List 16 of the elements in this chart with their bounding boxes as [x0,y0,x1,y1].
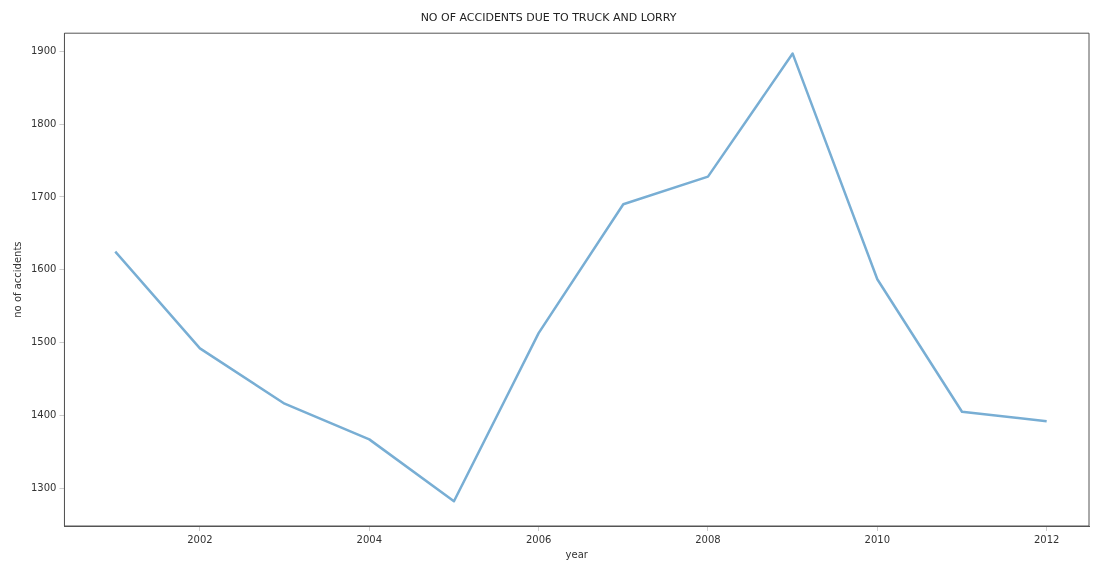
y-tick-label: 1300 [31,481,57,493]
x-tick-label: 2002 [187,533,213,545]
x-tick-label: 2008 [695,533,721,545]
y-tick-label: 1400 [31,408,57,420]
y-tick-label: 1900 [31,44,57,56]
y-tick-label: 1500 [31,336,57,348]
chart-title: NO OF ACCIDENTS DUE TO TRUCK AND LORRY [420,11,677,25]
y-tick-label: 1600 [31,263,57,275]
x-tick-label: 2010 [864,533,891,545]
x-axis-title: year [565,548,589,560]
y-tick-label: 1800 [31,117,57,129]
y-tick-label: 1700 [31,190,57,202]
x-tick-label: 2012 [1033,533,1060,545]
x-tick-label: 2006 [525,533,552,545]
y-axis-title: no of accidents [11,241,23,318]
x-tick-label: 2004 [356,533,382,545]
